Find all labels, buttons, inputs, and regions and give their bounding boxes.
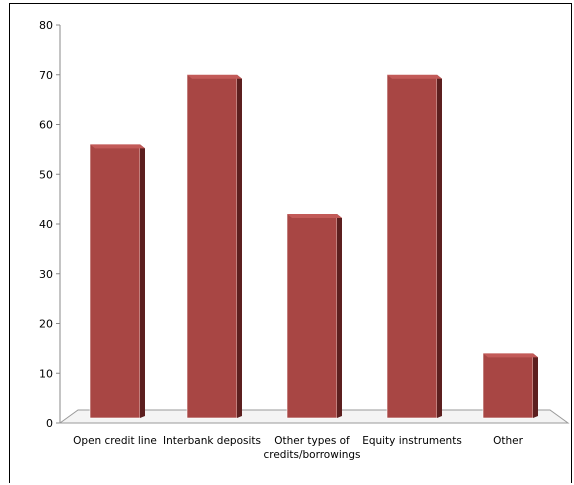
bar-layer — [89, 74, 538, 419]
y-tick-label: 0 — [46, 417, 53, 430]
y-tick-label: 80 — [39, 19, 53, 32]
x-category-label: Open credit line — [73, 435, 157, 447]
x-category-label-line: Interbank deposits — [163, 435, 261, 447]
y-tick-label: 70 — [39, 69, 53, 82]
category-labels: Open credit line Interbank deposits Other … — [73, 435, 523, 461]
bar-top — [287, 214, 342, 219]
bar-top — [90, 144, 145, 149]
bar-side — [140, 144, 145, 418]
x-category-label: Other — [493, 435, 523, 447]
bar — [386, 74, 438, 419]
bar-side — [533, 353, 538, 418]
x-category-label: Equity instruments — [362, 435, 462, 447]
bar-side — [237, 74, 242, 418]
y-tick-label: 50 — [39, 168, 53, 181]
chart-frame — [9, 3, 572, 483]
y-tick-label: 60 — [39, 119, 53, 132]
y-tick-label: 40 — [39, 218, 53, 231]
x-category-label: Other types of credits/borrowings — [263, 435, 360, 461]
y-tick-label: 30 — [39, 268, 53, 281]
x-category-label-line: Other types of — [274, 435, 350, 447]
bar — [286, 213, 338, 419]
bar — [186, 74, 238, 419]
x-category-label-line: Other — [493, 435, 523, 447]
y-tick-label: 10 — [39, 367, 53, 380]
y-tick-label: 20 — [39, 318, 53, 331]
x-category-label-line: Equity instruments — [362, 435, 462, 447]
x-category-label: Interbank deposits — [163, 435, 261, 447]
bar — [482, 353, 534, 419]
bar-top — [187, 74, 242, 79]
x-category-label-line: credits/borrowings — [263, 449, 360, 461]
x-category-label-line: Open credit line — [73, 435, 157, 447]
bar — [89, 144, 141, 419]
bar-side — [337, 214, 342, 418]
bar-top — [387, 74, 442, 79]
bar-top — [483, 353, 538, 358]
axis-layer: 0 10 20 30 40 50 60 70 80 — [39, 19, 61, 430]
bar-side — [437, 74, 442, 418]
